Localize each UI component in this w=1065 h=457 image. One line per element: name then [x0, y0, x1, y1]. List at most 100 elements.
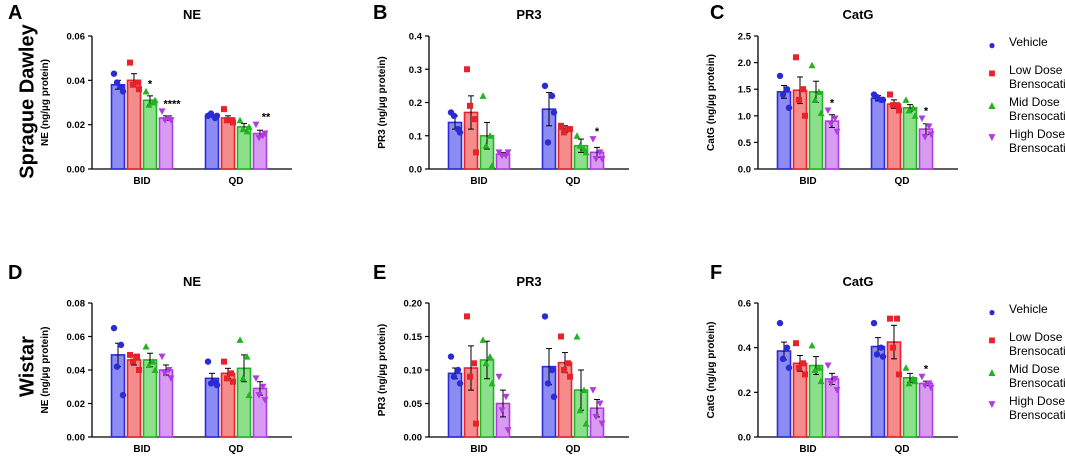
data-point [800, 360, 806, 367]
data-point [879, 96, 887, 104]
data-point [504, 427, 512, 434]
y-tick-label: 2.0 [738, 58, 751, 69]
legend-label-low-dose: Low Dose Brensocatib [1009, 330, 1065, 358]
data-point [793, 340, 799, 347]
data-point [870, 319, 878, 327]
data-point [502, 393, 510, 401]
y-tick-label: 0.02 [67, 399, 86, 410]
data-point [207, 380, 215, 387]
panel-letter-c: C [710, 2, 725, 24]
data-point [817, 109, 825, 117]
data-point [808, 61, 816, 69]
bar [870, 345, 886, 438]
data-point [142, 343, 150, 350]
data-point [464, 313, 470, 320]
y-axis-label: CatG (ng/µg protein) [706, 322, 717, 419]
triangle-down-marker-icon: ▼ [986, 130, 998, 144]
y-tick-label: 0.4 [409, 32, 423, 43]
x-group-label: BID [799, 176, 816, 187]
data-point [467, 102, 473, 109]
panel-letter-e: E [373, 262, 387, 284]
data-point [498, 152, 506, 160]
data-point [815, 88, 823, 95]
bar [870, 97, 886, 170]
data-point [119, 88, 127, 95]
data-point [925, 123, 933, 130]
data-point [567, 373, 573, 380]
y-tick-label: 0.00 [67, 165, 86, 176]
data-point [550, 393, 558, 400]
data-point [471, 116, 477, 123]
data-point [450, 373, 458, 380]
data-point [544, 139, 552, 146]
legend-label-low-dose: Low Dose Brensocatib [1009, 63, 1065, 91]
data-point [911, 377, 919, 385]
data-point [467, 373, 473, 380]
data-point [207, 110, 215, 117]
data-point [255, 134, 263, 142]
y-axis-label: NE (ng/µg protein) [40, 59, 51, 146]
chart-title: NE [183, 7, 201, 22]
data-point [890, 344, 896, 351]
legend-label-high-dose: High Dose Brensocatib [1009, 394, 1065, 422]
data-point [921, 382, 929, 390]
data-point [471, 360, 477, 367]
data-point [582, 148, 590, 156]
y-axis-label: PR3 (ng/µg protein) [377, 324, 388, 416]
data-point [167, 375, 175, 382]
data-point [573, 132, 581, 139]
y-tick-label: 0.2 [738, 388, 751, 399]
y-tick-label: 0.08 [67, 299, 86, 310]
significance-label: * [595, 126, 600, 138]
data-point [113, 79, 121, 86]
x-group-label: BID [470, 176, 487, 187]
chart-title: PR3 [516, 7, 541, 22]
significance-label: ** [262, 112, 271, 124]
data-point [119, 391, 127, 399]
bar [808, 364, 824, 438]
data-point [921, 134, 929, 141]
panel-letter-a: A [8, 2, 23, 24]
data-point [239, 374, 247, 382]
data-point [808, 341, 816, 349]
y-tick-label: 0.20 [404, 299, 423, 310]
data-point [776, 72, 784, 80]
data-point [925, 380, 933, 387]
data-point [495, 149, 503, 156]
data-point [548, 366, 556, 374]
data-point [783, 86, 791, 93]
data-point [596, 400, 604, 407]
data-point [213, 112, 221, 120]
data-point [456, 380, 464, 387]
data-point [110, 70, 118, 77]
data-point [486, 132, 494, 139]
data-point [887, 91, 893, 98]
y-tick-label: 0.04 [67, 366, 86, 377]
x-group-label: QD [895, 444, 910, 455]
data-point [573, 333, 581, 340]
data-point [130, 81, 136, 88]
chart-panel-b: PR3 PR3 (ng/µg protein) 0.0 0.1 0.2 0.3 0.4 BID… [377, 7, 629, 187]
y-tick-label: 0.00 [67, 433, 86, 444]
data-point [482, 359, 490, 367]
data-point [158, 353, 166, 361]
data-point [598, 420, 606, 428]
y-tick-label: 0.1 [409, 131, 423, 142]
panel-letter-d: D [8, 262, 23, 284]
significance-label: **** [163, 98, 181, 110]
data-point [230, 378, 236, 385]
bar [776, 91, 792, 170]
chart-panel-d: NE NE (ng/µg protein) 0.00 0.02 0.04 0.06 0.08… [40, 274, 292, 455]
y-tick-label: 0.0 [409, 165, 422, 176]
data-point [576, 142, 584, 149]
x-group-label: QD [895, 176, 910, 187]
data-point [136, 367, 142, 373]
y-tick-label: 0.2 [409, 98, 422, 109]
data-point [802, 371, 808, 378]
circle-marker-icon: ● [988, 38, 996, 52]
data-point [596, 149, 604, 156]
data-point [894, 102, 900, 109]
x-group-label: BID [470, 444, 487, 455]
y-tick-label: 1.5 [738, 85, 752, 96]
bar [110, 83, 126, 170]
